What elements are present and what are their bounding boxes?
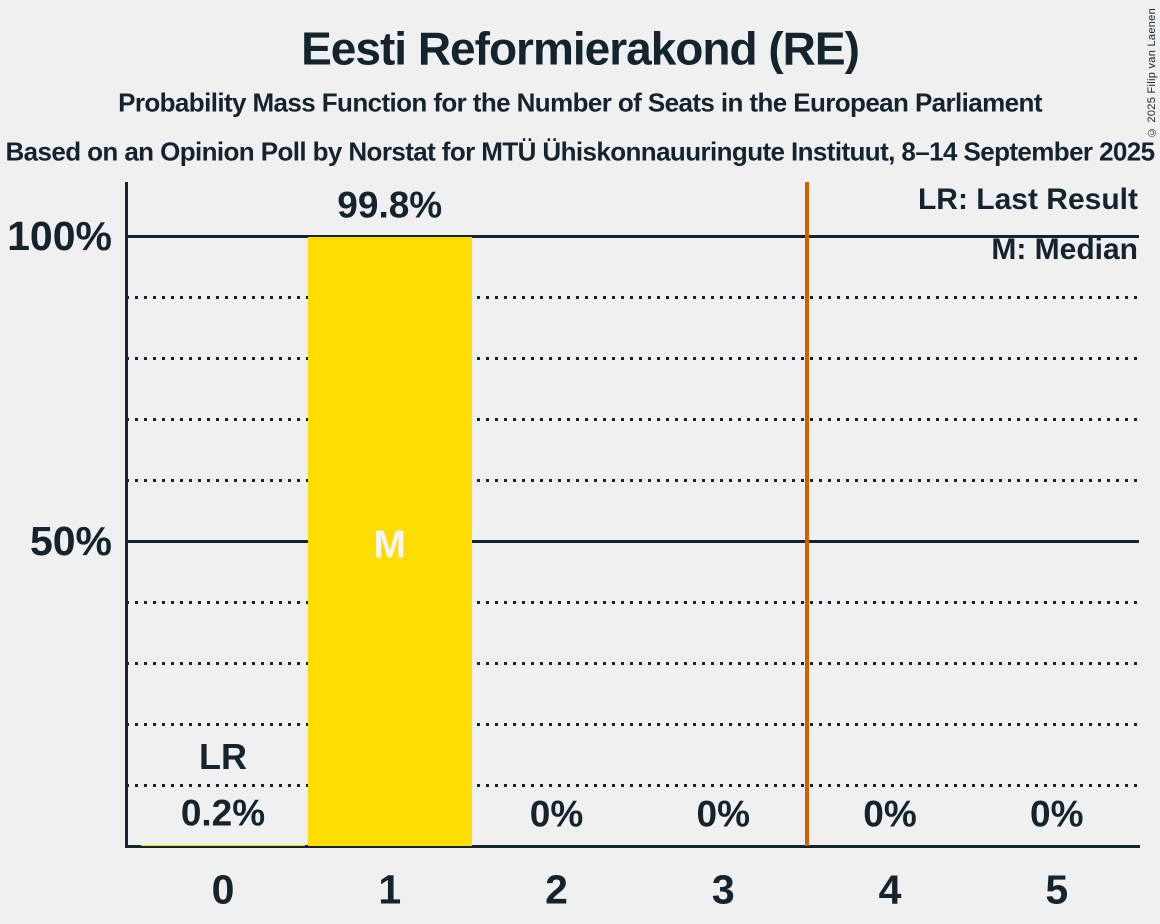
- bar-value-label: 0%: [696, 793, 750, 835]
- gridline-dotted: [126, 478, 1139, 482]
- gridline-dotted: [126, 356, 1139, 360]
- bar-value-label: 0%: [529, 793, 584, 835]
- y-axis-line: [125, 182, 128, 848]
- gridline-dotted: [126, 661, 1139, 665]
- copyright-notice: © 2025 Filip van Laenen: [1146, 8, 1158, 139]
- y-tick-label: 50%: [29, 518, 112, 564]
- y-tick-label: 100%: [7, 213, 112, 259]
- gridline-dotted: [126, 417, 1139, 421]
- x-tick-label: 4: [878, 866, 902, 913]
- gridline-dotted: [126, 600, 1139, 604]
- legend-last-result: LR: Last Result: [917, 183, 1138, 216]
- majority-threshold-line: [804, 182, 809, 846]
- chart-subtitle: Probability Mass Function for the Number…: [118, 87, 1042, 118]
- gridline-dotted: [126, 783, 1139, 787]
- legend-median: M: Median: [991, 233, 1138, 266]
- x-tick-label: 1: [378, 866, 402, 913]
- page-title: Eesti Reformierakond (RE): [301, 22, 860, 75]
- bar-value-label: 0%: [863, 793, 917, 835]
- gridline-dotted: [126, 722, 1139, 726]
- gridline-dotted: [126, 295, 1139, 299]
- x-tick-label: 5: [1045, 866, 1069, 913]
- bar-value-label: 99.8%: [337, 184, 443, 226]
- gridline-solid: [126, 234, 1139, 238]
- x-tick-label: 3: [711, 866, 735, 913]
- chart-source-line: Based on an Opinion Poll by Norstat for …: [5, 136, 1155, 167]
- bar-value-label: 0.2%: [180, 792, 266, 834]
- bar-value-label: 0%: [1030, 793, 1084, 835]
- median-marker: M: [373, 523, 407, 567]
- gridline-solid: [126, 539, 1139, 543]
- x-tick-label: 2: [545, 866, 568, 913]
- probability-bar-seat-1: [307, 237, 472, 846]
- probability-bar-seat-0: [141, 844, 305, 846]
- x-axis-line: [125, 844, 1140, 848]
- x-tick-label: 0: [211, 866, 235, 913]
- last-result-marker: LR: [199, 736, 247, 778]
